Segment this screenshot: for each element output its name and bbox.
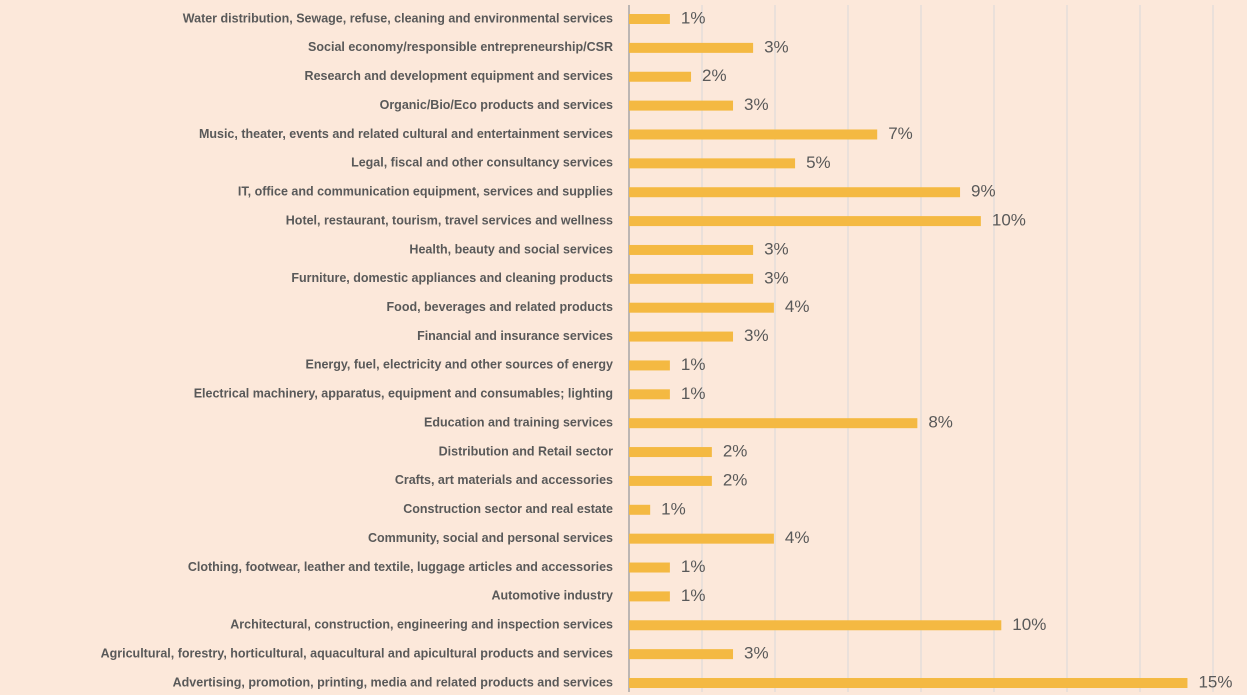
bar [629, 14, 670, 24]
value-label: 1% [661, 499, 686, 518]
bar [629, 158, 796, 169]
value-label: 10% [1012, 615, 1046, 634]
y-tick-label: Organic/Bio/Eco products and services [380, 98, 613, 112]
y-tick-label: IT, office and communication equipment, … [238, 185, 613, 199]
y-tick-label: Legal, fiscal and other consultancy serv… [351, 156, 613, 170]
value-label: 8% [928, 413, 953, 432]
bar [629, 360, 670, 371]
y-tick-label: Music, theater, events and related cultu… [199, 127, 613, 141]
value-label: 1% [681, 384, 706, 403]
bar [629, 447, 712, 458]
value-label: 2% [723, 470, 748, 489]
y-tick-label: Agricultural, forestry, horticultural, a… [101, 646, 613, 660]
y-tick-label: Furniture, domestic appliances and clean… [291, 271, 613, 285]
y-tick-label: Advertising, promotion, printing, media … [173, 675, 613, 689]
y-tick-label: Health, beauty and social services [409, 242, 613, 256]
value-label: 3% [744, 326, 769, 345]
bar [629, 100, 734, 111]
bar [629, 244, 754, 255]
y-tick-label: Water distribution, Sewage, refuse, clea… [183, 11, 613, 25]
bar [629, 331, 734, 342]
y-tick-label: Clothing, footwear, leather and textile,… [188, 560, 613, 574]
bar [629, 533, 774, 544]
value-label: 3% [764, 37, 789, 56]
bar [629, 187, 961, 198]
bar [629, 129, 878, 140]
value-label: 15% [1198, 672, 1232, 691]
bar [629, 302, 774, 313]
y-tick-label: Crafts, art materials and accessories [395, 473, 613, 487]
value-label: 7% [888, 124, 913, 143]
bar [629, 649, 734, 660]
value-label: 2% [702, 66, 727, 85]
bar [629, 418, 918, 429]
bar [629, 273, 754, 284]
value-label: 4% [785, 528, 810, 547]
y-tick-label: Automotive industry [491, 589, 613, 603]
bar [629, 620, 1002, 631]
value-label: 3% [764, 268, 789, 287]
bar [629, 678, 1188, 689]
y-tick-label: Hotel, restaurant, tourism, travel servi… [286, 213, 613, 227]
y-tick-label: Electrical machinery, apparatus, equipme… [194, 387, 613, 401]
bar [629, 42, 754, 53]
value-label: 1% [681, 586, 706, 605]
y-tick-label: Food, beverages and related products [387, 300, 613, 314]
bar [629, 389, 670, 400]
bar [629, 591, 670, 602]
bar [629, 475, 712, 486]
value-label: 3% [744, 95, 769, 114]
y-tick-label: Energy, fuel, electricity and other sour… [305, 358, 613, 372]
value-label: 3% [744, 644, 769, 663]
y-tick-label: Social economy/responsible entrepreneurs… [308, 40, 613, 54]
value-label: 5% [806, 153, 831, 172]
y-tick-label: Research and development equipment and s… [305, 69, 613, 83]
value-label: 10% [992, 211, 1026, 230]
value-label: 3% [764, 239, 789, 258]
value-label: 1% [681, 355, 706, 374]
y-tick-label: Construction sector and real estate [403, 502, 613, 516]
y-tick-label: Architectural, construction, engineering… [230, 618, 613, 632]
value-label: 1% [681, 8, 706, 27]
bar [629, 216, 981, 227]
value-label: 1% [681, 557, 706, 576]
value-label: 9% [971, 182, 996, 201]
y-tick-label: Distribution and Retail sector [439, 444, 613, 458]
y-tick-label: Community, social and personal services [368, 531, 613, 545]
value-label: 2% [723, 442, 748, 461]
bar [629, 562, 670, 573]
bar [629, 71, 692, 82]
value-label: 4% [785, 297, 810, 316]
bar [629, 504, 651, 515]
y-tick-label: Financial and insurance services [417, 329, 613, 343]
y-tick-label: Education and training services [424, 415, 613, 429]
